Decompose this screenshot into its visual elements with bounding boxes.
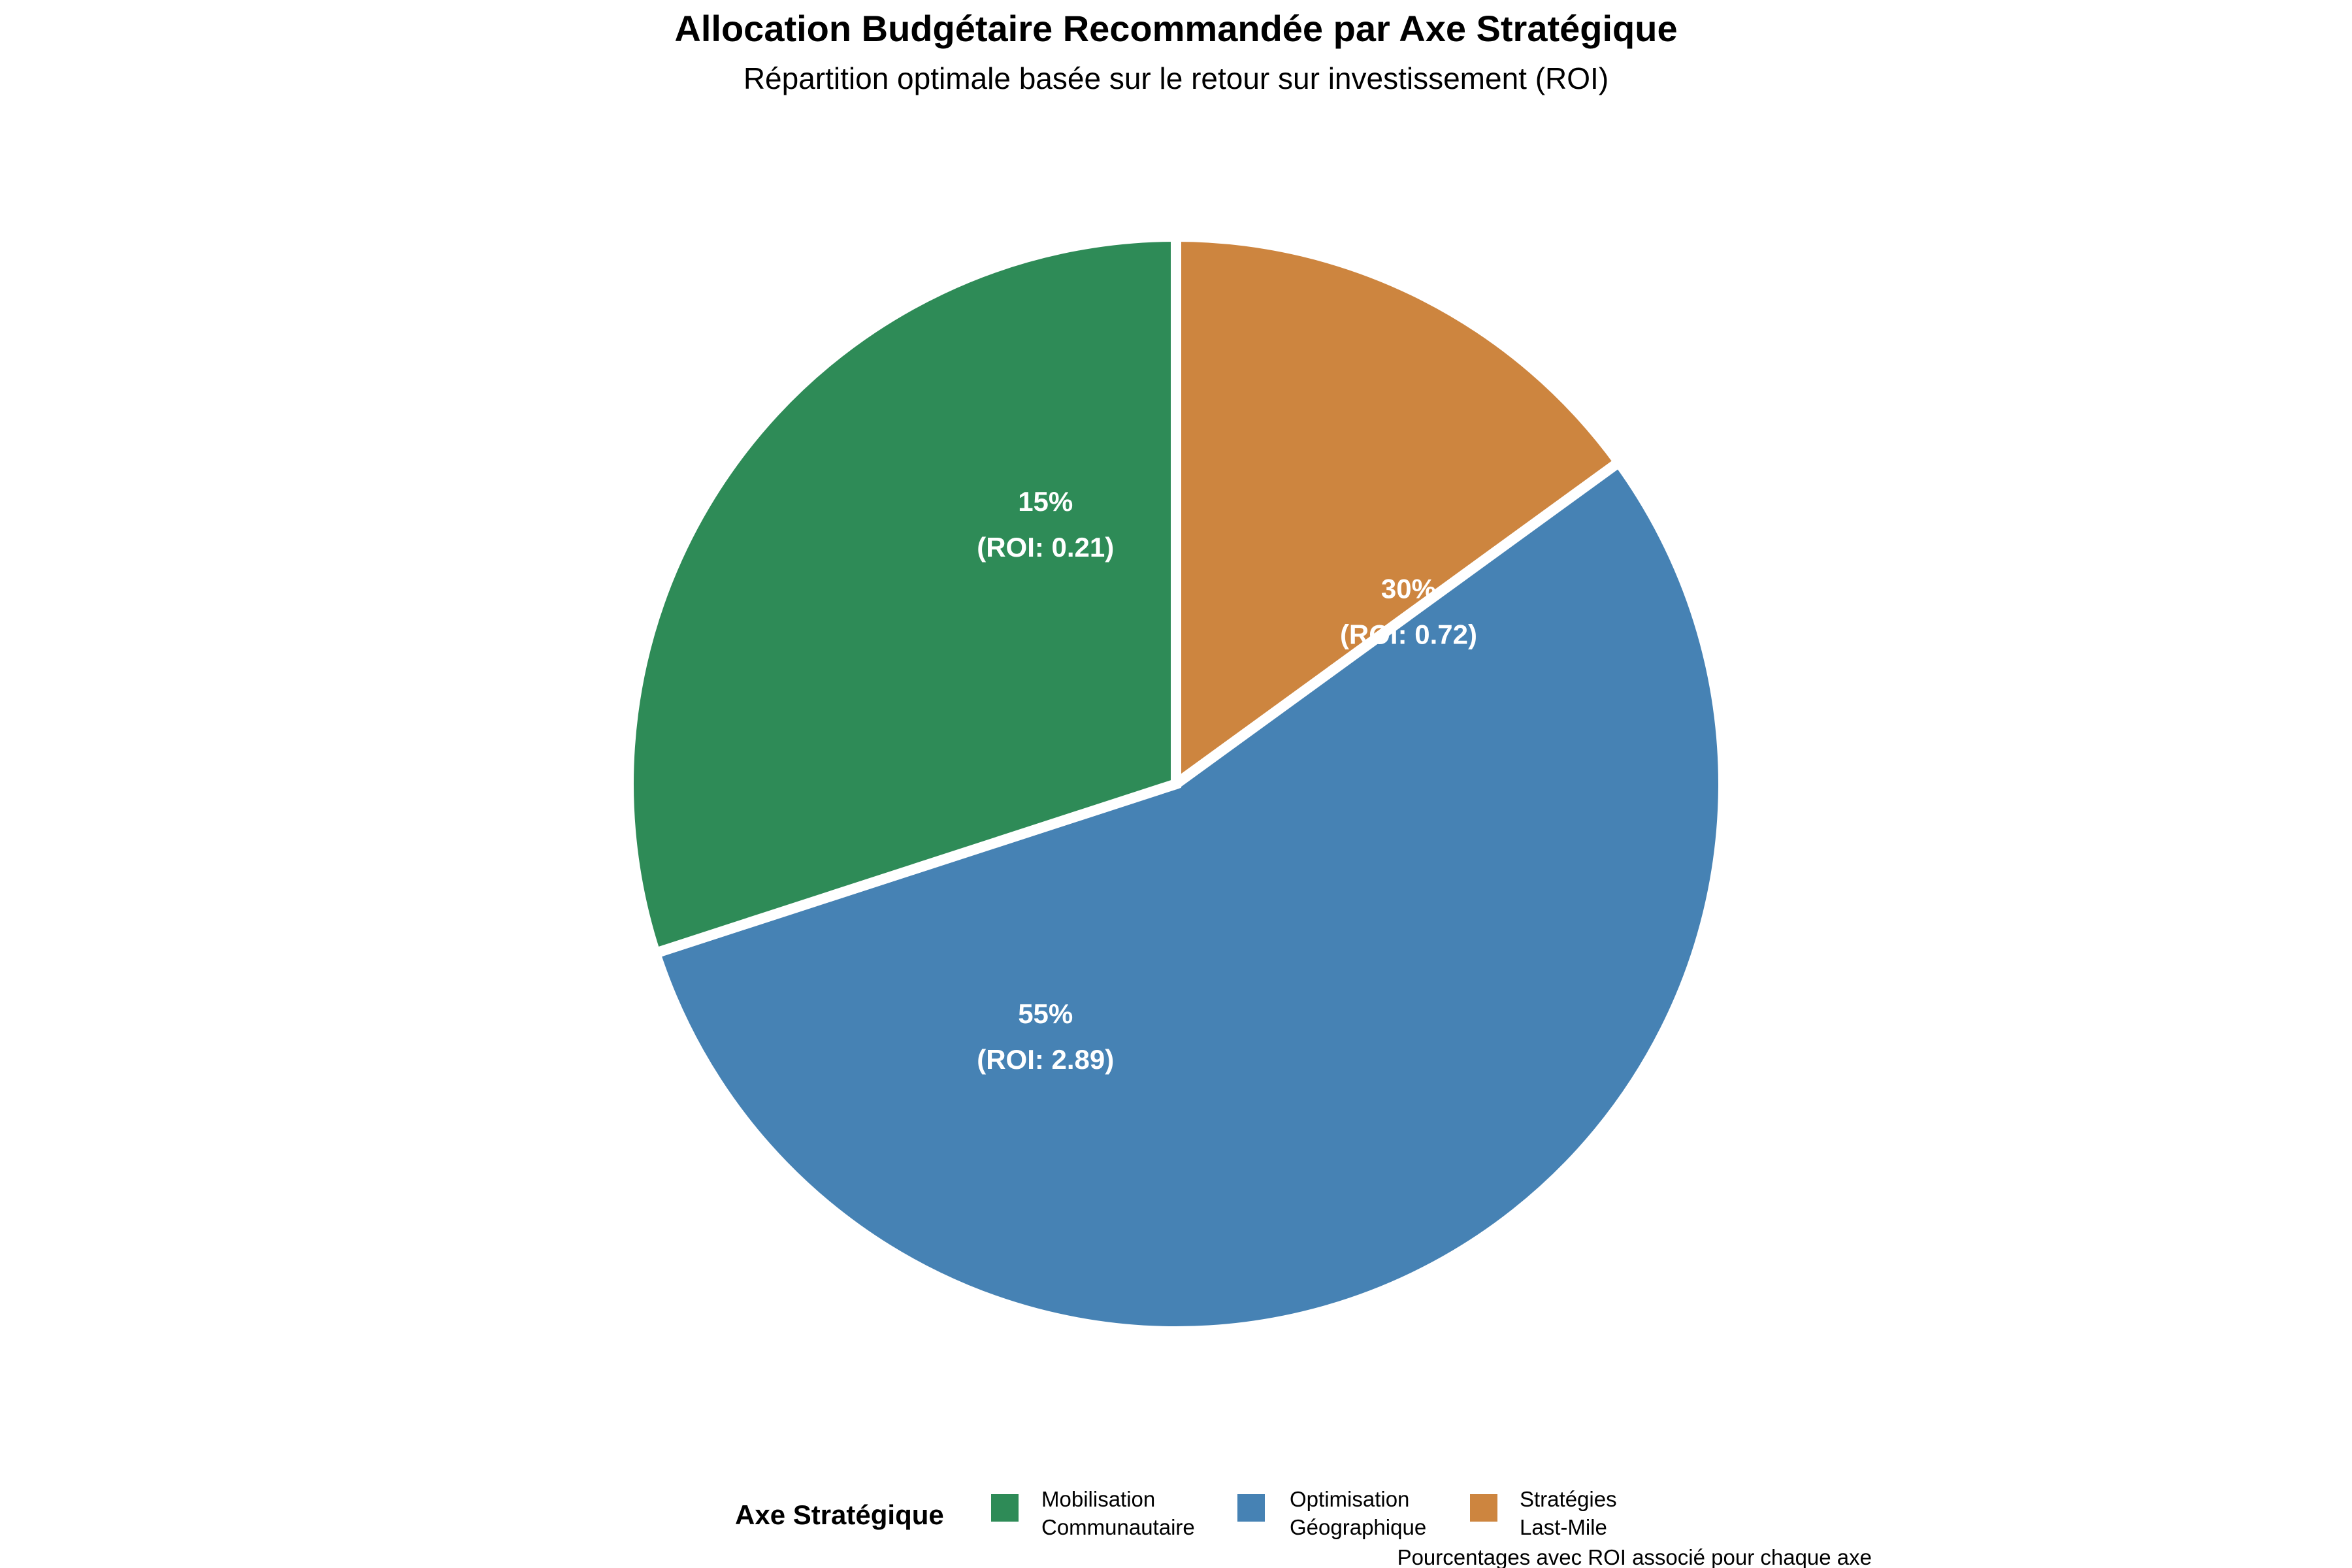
chart-title: Allocation Budgétaire Recommandée par Ax… bbox=[674, 8, 1677, 49]
legend-label-mobilisation-line1: Mobilisation bbox=[1041, 1487, 1155, 1511]
chart-caption: Pourcentages avec ROI associé pour chaqu… bbox=[1397, 1545, 1872, 1568]
pie-label-roi-optimisation: (ROI: 2.89) bbox=[977, 1044, 1114, 1075]
legend-label-mobilisation-line2: Communautaire bbox=[1041, 1515, 1195, 1539]
pie-label-percent-strategies: 15% bbox=[1018, 486, 1073, 517]
pie-slice-strategies bbox=[1171, 231, 1627, 794]
legend-swatch-strategies bbox=[1470, 1494, 1497, 1522]
chart-subtitle: Répartition optimale basée sur le retour… bbox=[743, 61, 1609, 95]
pie-label-roi-strategies: (ROI: 0.21) bbox=[977, 532, 1114, 563]
pie-label-percent-mobilisation: 30% bbox=[1381, 573, 1436, 604]
legend-label-optimisation-line2: Géographique bbox=[1290, 1515, 1426, 1539]
pie-slice-mobilisation bbox=[623, 231, 1181, 960]
legend-title: Axe Stratégique bbox=[735, 1499, 944, 1530]
legend: Axe Stratégique Mobilisation Communautai… bbox=[735, 1487, 1617, 1539]
legend-label-strategies-line1: Stratégies bbox=[1520, 1487, 1617, 1511]
pie-slice-optimisation bbox=[648, 455, 1729, 1337]
pie-label-roi-mobilisation: (ROI: 0.72) bbox=[1340, 619, 1477, 649]
pie-label-percent-optimisation: 55% bbox=[1018, 998, 1073, 1029]
legend-swatch-mobilisation bbox=[991, 1494, 1019, 1522]
pie-labels: 15% (ROI: 0.21) 55% (ROI: 2.89) 30% (ROI: 0.7… bbox=[977, 486, 1477, 1075]
legend-swatch-optimisation bbox=[1237, 1494, 1265, 1522]
pie-slices bbox=[623, 231, 1729, 1337]
legend-label-optimisation-line1: Optimisation bbox=[1290, 1487, 1409, 1511]
legend-label-strategies-line2: Last-Mile bbox=[1520, 1515, 1607, 1539]
